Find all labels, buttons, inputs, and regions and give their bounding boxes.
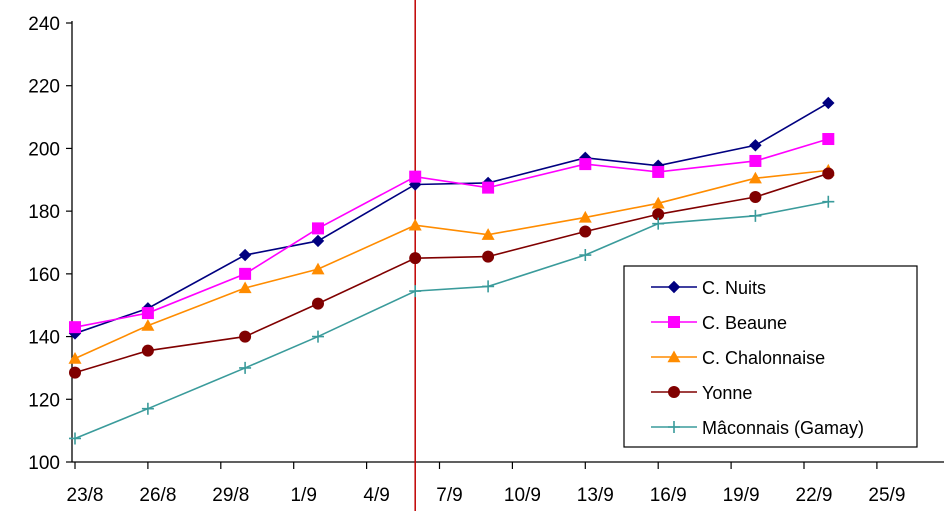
data-point <box>822 133 835 146</box>
data-point <box>579 249 592 262</box>
data-point <box>312 297 324 310</box>
legend-marker <box>668 386 680 398</box>
data-point <box>141 319 155 331</box>
legend-item: Yonne <box>651 383 752 403</box>
series-group <box>68 96 835 445</box>
x-tick-label: 4/9 <box>363 485 389 506</box>
data-point <box>69 366 81 379</box>
legend-label: Mâconnais (Gamay) <box>702 418 864 438</box>
legend-marker <box>668 421 680 433</box>
x-tick-label: 19/9 <box>723 485 760 506</box>
data-point <box>748 171 762 184</box>
x-tick-label: 25/9 <box>868 485 905 506</box>
x-tick-label: 13/9 <box>577 485 614 506</box>
data-point <box>749 139 762 152</box>
series-line <box>74 200 829 440</box>
y-tick-label: 120 <box>28 390 60 411</box>
data-point <box>68 352 82 364</box>
y-axis: 100 120 140 160 180 200 220 240 <box>28 14 73 474</box>
x-tick-label: 23/8 <box>67 485 104 506</box>
data-point <box>69 432 81 445</box>
legend-item: C. Beaune <box>651 313 787 333</box>
data-point <box>749 209 762 222</box>
y-tick-label: 160 <box>28 265 60 286</box>
legend: C. Nuits C. Beaune C. Chalonnaise Yonne Mâco… <box>623 265 918 448</box>
data-point <box>652 217 665 230</box>
data-point <box>239 361 252 374</box>
data-point <box>239 330 252 343</box>
data-point <box>651 196 665 209</box>
data-point <box>312 222 324 235</box>
data-point <box>822 96 835 110</box>
data-point <box>409 252 422 265</box>
x-tick-label: 10/9 <box>504 485 541 506</box>
x-tick-label: 7/9 <box>436 485 462 506</box>
data-point <box>578 210 592 223</box>
y-tick-label: 240 <box>28 14 60 35</box>
legend-label: Yonne <box>702 383 752 403</box>
data-point <box>652 165 665 178</box>
data-point <box>749 154 762 167</box>
series-line <box>74 138 829 328</box>
legend-marker <box>667 350 681 363</box>
data-point <box>579 225 592 238</box>
y-tick-label: 180 <box>28 202 60 223</box>
x-axis: 23/8 26/8 29/8 1/9 4/9 7/9 10/9 13/9 16/9 19/9 22/… <box>67 461 944 506</box>
legend-marker <box>667 280 681 294</box>
series-1 <box>69 133 835 334</box>
legend-marker <box>668 316 680 328</box>
data-point <box>822 167 835 180</box>
data-point <box>141 344 154 357</box>
y-tick-label: 100 <box>28 453 60 474</box>
y-tick-label: 220 <box>28 77 60 98</box>
x-tick-label: 16/9 <box>650 485 687 506</box>
data-point <box>822 195 835 208</box>
data-point <box>652 208 665 221</box>
data-point <box>579 158 592 171</box>
data-point <box>311 262 325 275</box>
y-tick-label: 200 <box>28 139 60 160</box>
data-point <box>482 280 495 293</box>
series-line <box>74 169 829 360</box>
data-point <box>481 228 495 240</box>
data-point <box>482 181 495 194</box>
legend-label: C. Chalonnaise <box>702 348 825 368</box>
y-tick-label: 140 <box>28 328 60 349</box>
series-line <box>74 102 829 335</box>
legend-item: C. Chalonnaise <box>651 348 825 368</box>
data-point <box>312 330 324 343</box>
x-tick-label: 1/9 <box>290 485 316 506</box>
series-4 <box>69 195 835 445</box>
data-point <box>482 250 495 263</box>
data-point <box>311 234 325 248</box>
legend-label: C. Nuits <box>702 278 766 298</box>
data-point <box>239 267 252 280</box>
data-point <box>238 281 252 294</box>
data-point <box>409 170 422 183</box>
data-point <box>409 285 422 298</box>
series-line <box>74 172 829 374</box>
data-point <box>749 191 762 204</box>
series-3 <box>69 167 835 379</box>
data-point <box>69 321 81 334</box>
data-point <box>141 402 154 415</box>
x-tick-label: 22/9 <box>796 485 833 506</box>
data-point <box>408 218 422 231</box>
data-point <box>141 307 154 320</box>
legend-item: C. Nuits <box>651 278 766 298</box>
x-tick-label: 26/8 <box>139 485 176 506</box>
data-point <box>238 248 252 262</box>
x-tick-label: 29/8 <box>212 485 249 506</box>
legend-item: Mâconnais (Gamay) <box>651 418 864 438</box>
legend-label: C. Beaune <box>702 313 787 333</box>
